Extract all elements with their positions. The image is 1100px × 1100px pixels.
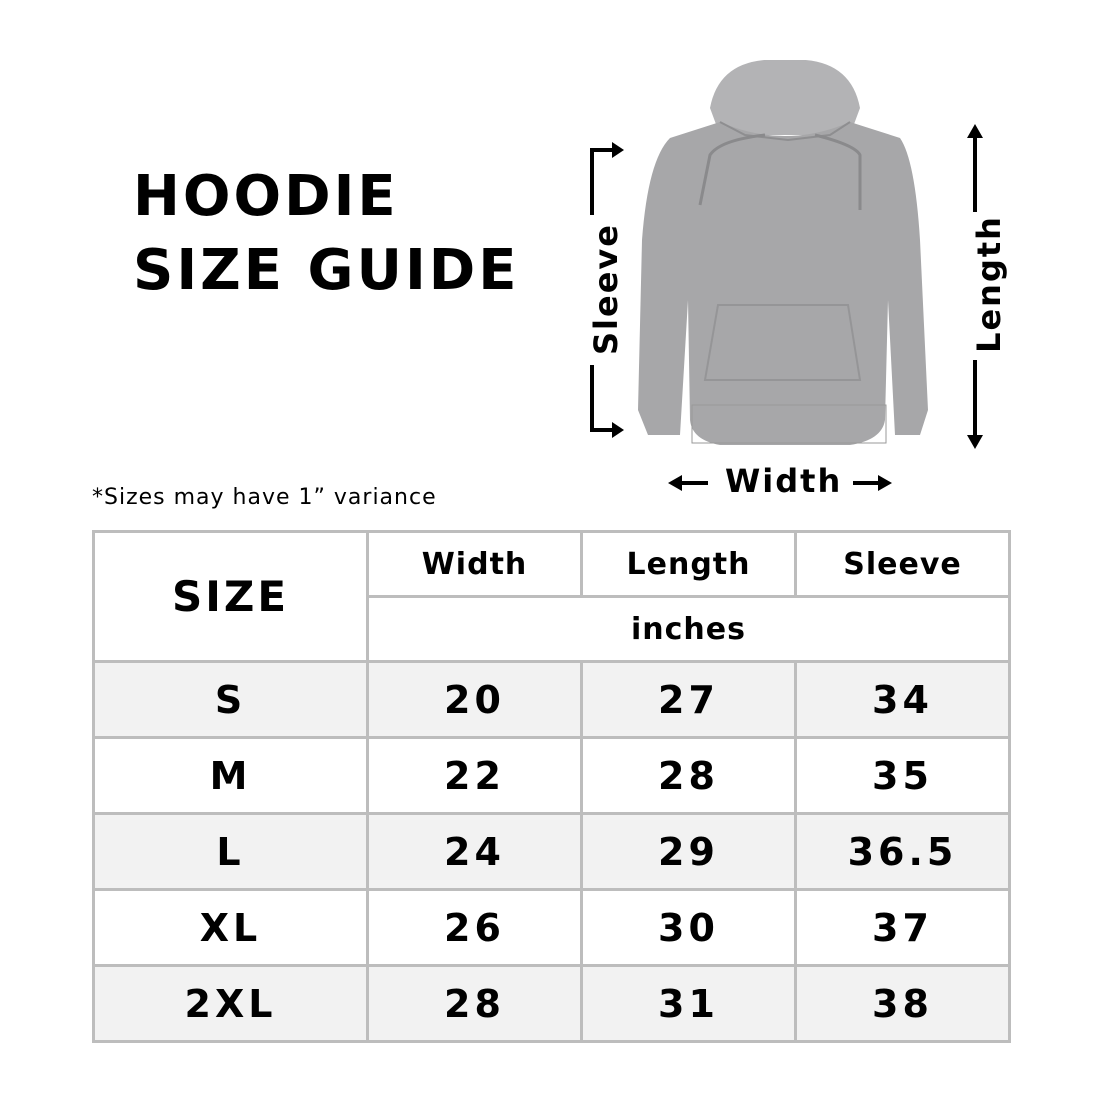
width-cell: 28: [366, 964, 583, 1043]
width-label: Width: [725, 462, 843, 500]
table-row: M 22 28 35: [92, 736, 1011, 815]
sleeve-arrow-icon: [590, 148, 615, 432]
table-row: XL 26 30 37: [92, 888, 1011, 967]
width-cell: 24: [366, 812, 583, 891]
hoodie-body: [638, 122, 928, 445]
length-cell: 27: [580, 660, 797, 739]
sleeve-cell: 35: [794, 736, 1011, 815]
title-line-1: HOODIE: [133, 164, 399, 229]
size-cell: 2XL: [92, 964, 369, 1043]
width-cell: 20: [366, 660, 583, 739]
size-header: SIZE: [92, 530, 369, 663]
size-cell: L: [92, 812, 369, 891]
sleeve-label: Sleeve: [586, 223, 625, 355]
sleeve-cell: 37: [794, 888, 1011, 967]
column-header-length: Length: [580, 530, 797, 598]
column-header-sleeve: Sleeve: [794, 530, 1011, 598]
table-row: S 20 27 34: [92, 660, 1011, 739]
size-cell: S: [92, 660, 369, 739]
table-row: 2XL 28 31 38: [92, 964, 1011, 1043]
length-cell: 30: [580, 888, 797, 967]
size-table: SIZE Width Length Sleeve inches S 20 27 …: [92, 530, 1011, 1043]
size-cell: M: [92, 736, 369, 815]
sleeve-cell: 34: [794, 660, 1011, 739]
title-line-2: SIZE GUIDE: [133, 238, 520, 303]
page-title: HOODIE SIZE GUIDE: [133, 160, 520, 308]
unit-label: inches: [366, 595, 1011, 663]
width-cell: 22: [366, 736, 583, 815]
length-cell: 28: [580, 736, 797, 815]
hood: [710, 59, 860, 135]
length-label: Length: [969, 215, 1008, 353]
hoodie-measurement-diagram: Sleeve Length Width: [570, 59, 1008, 510]
size-cell: XL: [92, 888, 369, 967]
column-header-width: Width: [366, 530, 583, 598]
table-row: L 24 29 36.5: [92, 812, 1011, 891]
hoodie-illustration: [590, 59, 983, 491]
length-cell: 29: [580, 812, 797, 891]
width-cell: 26: [366, 888, 583, 967]
length-cell: 31: [580, 964, 797, 1043]
sleeve-cell: 38: [794, 964, 1011, 1043]
sleeve-cell: 36.5: [794, 812, 1011, 891]
variance-note: *Sizes may have 1” variance: [92, 485, 437, 510]
